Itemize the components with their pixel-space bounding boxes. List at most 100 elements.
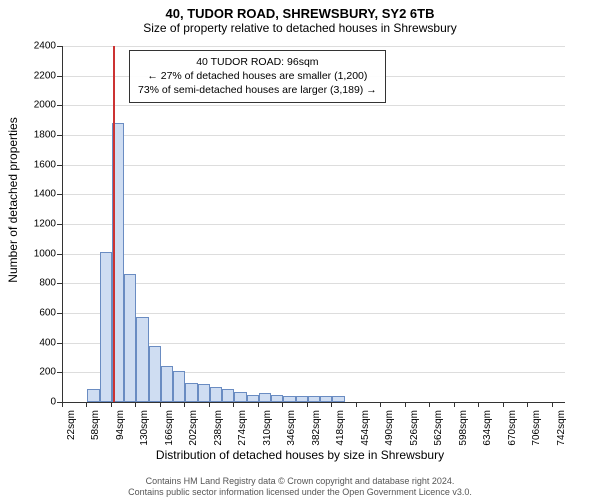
histogram-bar <box>247 395 259 402</box>
grid-line <box>63 165 565 166</box>
y-tick-label: 0 <box>50 397 56 408</box>
info-box-line: 40 TUDOR ROAD: 96sqm <box>138 55 377 69</box>
footer-line-1: Contains HM Land Registry data © Crown c… <box>0 476 600 487</box>
y-tick-label: 1000 <box>34 248 56 259</box>
grid-line <box>63 135 565 136</box>
y-tick-mark <box>57 254 62 255</box>
x-tick-label: 166sqm <box>164 410 175 446</box>
x-tick-mark <box>184 402 185 407</box>
y-tick-label: 800 <box>39 278 56 289</box>
x-tick-mark <box>135 402 136 407</box>
y-tick-mark <box>57 283 62 284</box>
chart-footer: Contains HM Land Registry data © Crown c… <box>0 476 600 498</box>
x-tick-mark <box>209 402 210 407</box>
x-tick-label: 346sqm <box>286 410 297 446</box>
x-tick-label: 58sqm <box>90 410 101 440</box>
y-tick-label: 400 <box>39 337 56 348</box>
x-tick-label: 490sqm <box>384 410 395 446</box>
x-tick-label: 94sqm <box>115 410 126 440</box>
histogram-bar <box>210 387 222 402</box>
histogram-bar <box>234 392 246 402</box>
grid-line <box>63 194 565 195</box>
info-box-line: ← 27% of detached houses are smaller (1,… <box>138 69 377 83</box>
x-tick-mark <box>552 402 553 407</box>
y-tick-label: 1200 <box>34 219 56 230</box>
x-tick-mark <box>307 402 308 407</box>
x-tick-label: 238sqm <box>213 410 224 446</box>
histogram-bar <box>259 393 271 402</box>
marker-line <box>113 46 115 402</box>
x-tick-mark <box>478 402 479 407</box>
histogram-bar <box>149 346 161 402</box>
grid-line <box>63 313 565 314</box>
chart-subtitle: Size of property relative to detached ho… <box>0 21 600 39</box>
histogram-bar <box>161 366 173 402</box>
y-tick-mark <box>57 135 62 136</box>
x-tick-label: 598sqm <box>458 410 469 446</box>
info-box-line: 73% of semi-detached houses are larger (… <box>138 83 377 97</box>
x-tick-mark <box>160 402 161 407</box>
y-tick-mark <box>57 165 62 166</box>
x-tick-mark <box>405 402 406 407</box>
x-tick-label: 454sqm <box>360 410 371 446</box>
histogram-bar <box>332 396 344 402</box>
y-tick-mark <box>57 313 62 314</box>
x-tick-mark <box>454 402 455 407</box>
histogram-bar <box>136 317 148 402</box>
y-tick-mark <box>57 76 62 77</box>
x-tick-label: 526sqm <box>409 410 420 446</box>
histogram-bar <box>87 389 99 402</box>
x-tick-mark <box>380 402 381 407</box>
histogram-bar <box>185 383 197 402</box>
histogram-bar <box>283 396 295 402</box>
x-tick-label: 310sqm <box>262 410 273 446</box>
histogram-bar <box>198 384 210 402</box>
y-tick-label: 1800 <box>34 130 56 141</box>
x-tick-mark <box>429 402 430 407</box>
x-tick-label: 562sqm <box>433 410 444 446</box>
y-tick-label: 2000 <box>34 100 56 111</box>
y-tick-mark <box>57 372 62 373</box>
histogram-bar <box>100 252 112 402</box>
x-tick-mark <box>527 402 528 407</box>
footer-line-2: Contains public sector information licen… <box>0 487 600 498</box>
x-tick-mark <box>62 402 63 407</box>
y-tick-label: 1600 <box>34 159 56 170</box>
y-axis-title: Number of detached properties <box>6 117 20 282</box>
y-tick-mark <box>57 46 62 47</box>
grid-line <box>63 254 565 255</box>
y-tick-mark <box>57 224 62 225</box>
y-tick-label: 2200 <box>34 70 56 81</box>
x-tick-label: 742sqm <box>556 410 567 446</box>
y-tick-label: 200 <box>39 367 56 378</box>
x-tick-mark <box>331 402 332 407</box>
x-tick-label: 706sqm <box>531 410 542 446</box>
histogram-bar <box>173 371 185 402</box>
x-tick-mark <box>86 402 87 407</box>
y-tick-mark <box>57 343 62 344</box>
x-tick-label: 22sqm <box>66 410 77 440</box>
x-tick-mark <box>356 402 357 407</box>
histogram-bar <box>308 396 320 402</box>
grid-line <box>63 224 565 225</box>
chart-title: 40, TUDOR ROAD, SHREWSBURY, SY2 6TB <box>0 0 600 21</box>
x-tick-mark <box>503 402 504 407</box>
y-tick-mark <box>57 194 62 195</box>
x-axis-title: Distribution of detached houses by size … <box>0 448 600 462</box>
x-tick-label: 670sqm <box>507 410 518 446</box>
histogram-bar <box>271 395 283 402</box>
histogram-bar <box>222 389 234 402</box>
y-tick-label: 1400 <box>34 189 56 200</box>
grid-line <box>63 283 565 284</box>
grid-line <box>63 46 565 47</box>
x-tick-mark <box>282 402 283 407</box>
y-tick-label: 600 <box>39 308 56 319</box>
histogram-bar <box>124 274 136 402</box>
info-box: 40 TUDOR ROAD: 96sqm← 27% of detached ho… <box>129 50 386 103</box>
x-tick-label: 274sqm <box>237 410 248 446</box>
x-tick-mark <box>111 402 112 407</box>
x-tick-label: 202sqm <box>188 410 199 446</box>
chart-plot-area: 40 TUDOR ROAD: 96sqm← 27% of detached ho… <box>62 46 565 403</box>
x-tick-label: 130sqm <box>139 410 150 446</box>
y-tick-label: 2400 <box>34 41 56 52</box>
